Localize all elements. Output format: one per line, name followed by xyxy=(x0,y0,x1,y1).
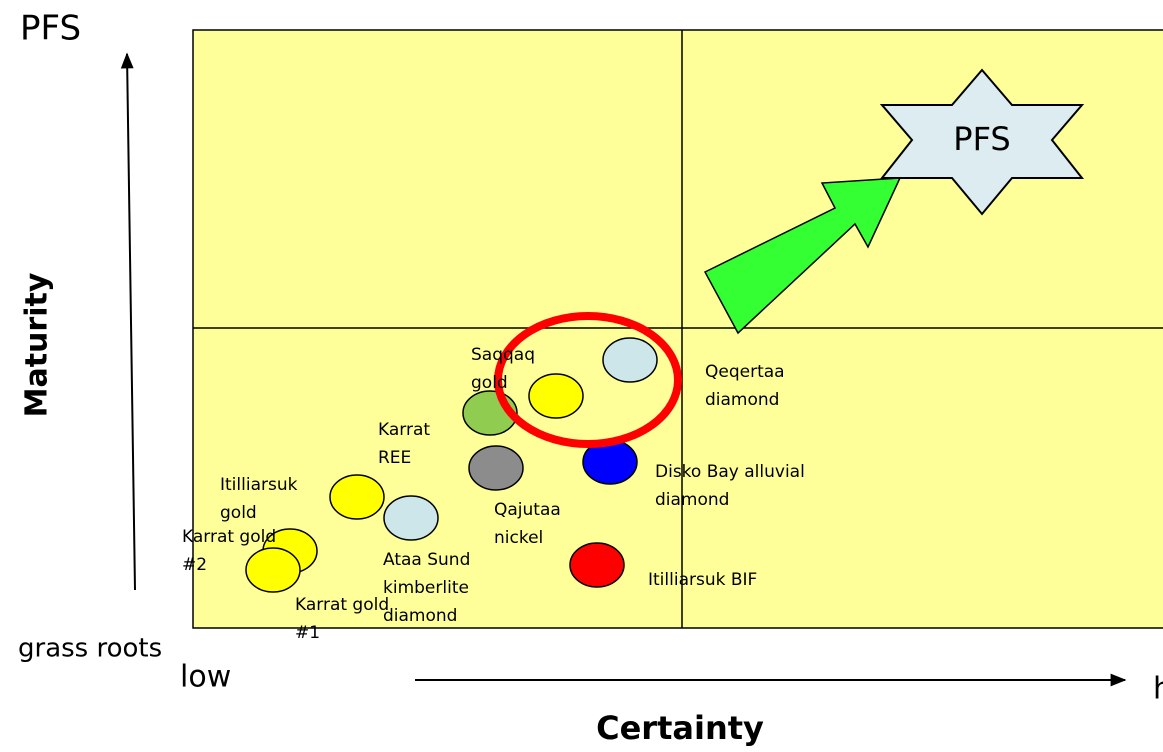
bubble xyxy=(602,337,658,383)
green-arrow xyxy=(703,177,902,335)
bubble xyxy=(569,542,625,588)
target-label: PFS xyxy=(953,120,1010,158)
node-label: Karrat xyxy=(378,420,430,440)
node-label: nickel xyxy=(494,528,543,548)
node-label: Itilliarsuk BIF xyxy=(648,570,757,590)
node-label: Qeqertaa xyxy=(705,362,785,382)
node-label: diamond xyxy=(383,606,457,626)
target-star xyxy=(879,68,1085,216)
x-axis-low: low xyxy=(180,660,231,695)
node-label: gold xyxy=(220,503,257,523)
node-label: diamond xyxy=(655,490,729,510)
y-arrow xyxy=(120,52,136,591)
node-label: kimberlite xyxy=(383,578,469,598)
node-label: Ataa Sund xyxy=(383,550,470,570)
highlight-circle xyxy=(494,312,682,448)
node-label: Qajutaa xyxy=(494,500,561,520)
y-axis-low: grass roots xyxy=(18,634,162,664)
x-axis-label: Certainty xyxy=(596,709,764,747)
bubble xyxy=(468,445,524,491)
node-label: Karrat gold xyxy=(182,527,276,547)
node-label: Itilliarsuk xyxy=(220,475,298,495)
node-label: REE xyxy=(378,448,411,468)
title-top: PFS xyxy=(20,9,81,49)
bubble xyxy=(329,474,385,520)
node-labels: Karrat gold #2 Karrat gold #1 Itilliarsuk gol… xyxy=(182,345,805,643)
node-label: Karrat gold xyxy=(295,595,389,615)
y-axis-label: Maturity xyxy=(20,272,55,417)
node-label: Disko Bay alluvial xyxy=(655,462,805,482)
nodes xyxy=(245,337,658,593)
node-label: #2 xyxy=(182,555,207,575)
node-label: gold xyxy=(471,373,508,393)
x-axis-high: h xyxy=(1153,672,1163,707)
node-label: diamond xyxy=(705,390,779,410)
bubble xyxy=(383,495,439,541)
node-label: #1 xyxy=(295,623,320,643)
bubble xyxy=(528,373,584,419)
bubble xyxy=(245,547,301,593)
node-label: Saqqaq xyxy=(471,345,535,365)
